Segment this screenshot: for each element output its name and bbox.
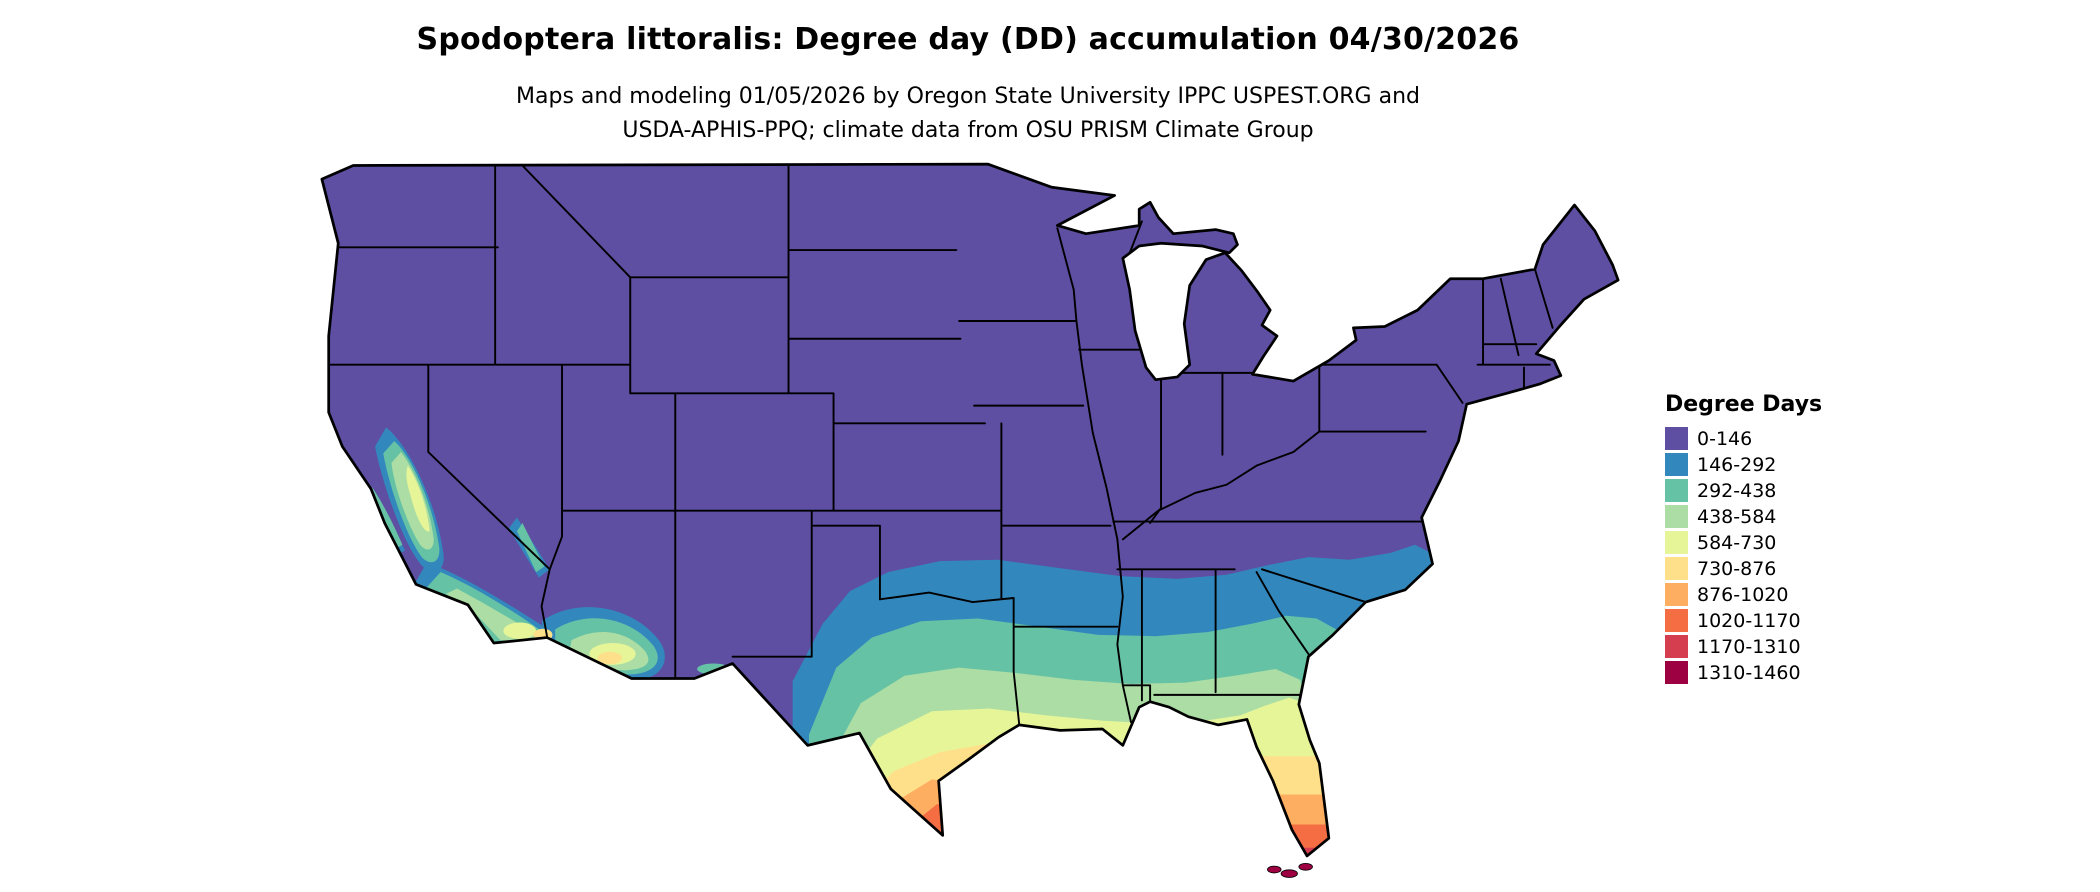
legend-swatch <box>1665 505 1688 528</box>
legend-swatch <box>1665 453 1688 476</box>
patch-vegas-teal <box>516 522 545 573</box>
patch-central-valley-pale <box>406 465 430 532</box>
legend-item-label: 876-1020 <box>1697 583 1789 606</box>
legend-item: 1310-1460 <box>1665 661 1822 684</box>
legend-title: Degree Days <box>1665 392 1823 417</box>
keys-islet <box>1280 869 1298 878</box>
band-region-876-1020-texas <box>860 779 960 856</box>
legend-item: 0-146 <box>1665 427 1822 450</box>
legend-swatch <box>1665 609 1688 632</box>
legend-item: 730-876 <box>1665 557 1822 580</box>
map-subtitle-line1: Maps and modeling 01/05/2026 by Oregon S… <box>516 84 1420 109</box>
legend-item: 876-1020 <box>1665 583 1822 606</box>
legend-item-label: 292-438 <box>1697 479 1777 502</box>
state-borders <box>325 164 1554 725</box>
legend-item-label: 1020-1170 <box>1697 609 1801 632</box>
legend-swatch <box>1665 531 1688 554</box>
legend-swatch <box>1665 557 1688 580</box>
legend-item-label: 1170-1310 <box>1697 635 1801 658</box>
legend-swatch <box>1665 635 1688 658</box>
legend-item-label: 584-730 <box>1697 531 1777 554</box>
degree-day-fill-regions <box>321 164 1619 856</box>
legend-item-label: 146-292 <box>1697 453 1777 476</box>
band-region-1020-1170-florida <box>1270 824 1331 856</box>
map-subtitle-line2: USDA-APHIS-PPQ; climate data from OSU PR… <box>622 118 1314 143</box>
us-map-container <box>300 160 1640 890</box>
us-outline <box>320 162 1620 858</box>
us-degree-day-map <box>320 162 1620 878</box>
legend-item-label: 1310-1460 <box>1697 661 1801 684</box>
legend: Degree Days 0-146 146-292 292-438 438-58… <box>1665 392 1822 687</box>
legend-item-label: 438-584 <box>1697 505 1777 528</box>
legend-swatch <box>1665 479 1688 502</box>
legend-item-label: 0-146 <box>1697 427 1753 450</box>
legend-swatch <box>1665 661 1688 684</box>
legend-item: 1020-1170 <box>1665 609 1822 632</box>
keys-islet <box>1267 865 1282 874</box>
legend-item-label: 730-876 <box>1697 557 1777 580</box>
keys-islet <box>1298 862 1313 871</box>
patch-phoenix-yellow <box>597 651 623 665</box>
legend-item: 146-292 <box>1665 453 1822 476</box>
legend-swatch <box>1665 583 1688 606</box>
map-subtitle: Maps and modeling 01/05/2026 by Oregon S… <box>0 80 1936 148</box>
florida-keys <box>1267 862 1313 878</box>
legend-item: 438-584 <box>1665 505 1822 528</box>
legend-items: 0-146 146-292 292-438 438-584 584-730 73… <box>1665 427 1822 684</box>
patch-socal-pale <box>503 622 537 639</box>
legend-item: 292-438 <box>1665 479 1822 502</box>
legend-item: 584-730 <box>1665 531 1822 554</box>
legend-item: 1170-1310 <box>1665 635 1822 658</box>
legend-swatch <box>1665 427 1688 450</box>
map-title: Spodoptera littoralis: Degree day (DD) a… <box>416 22 1520 57</box>
